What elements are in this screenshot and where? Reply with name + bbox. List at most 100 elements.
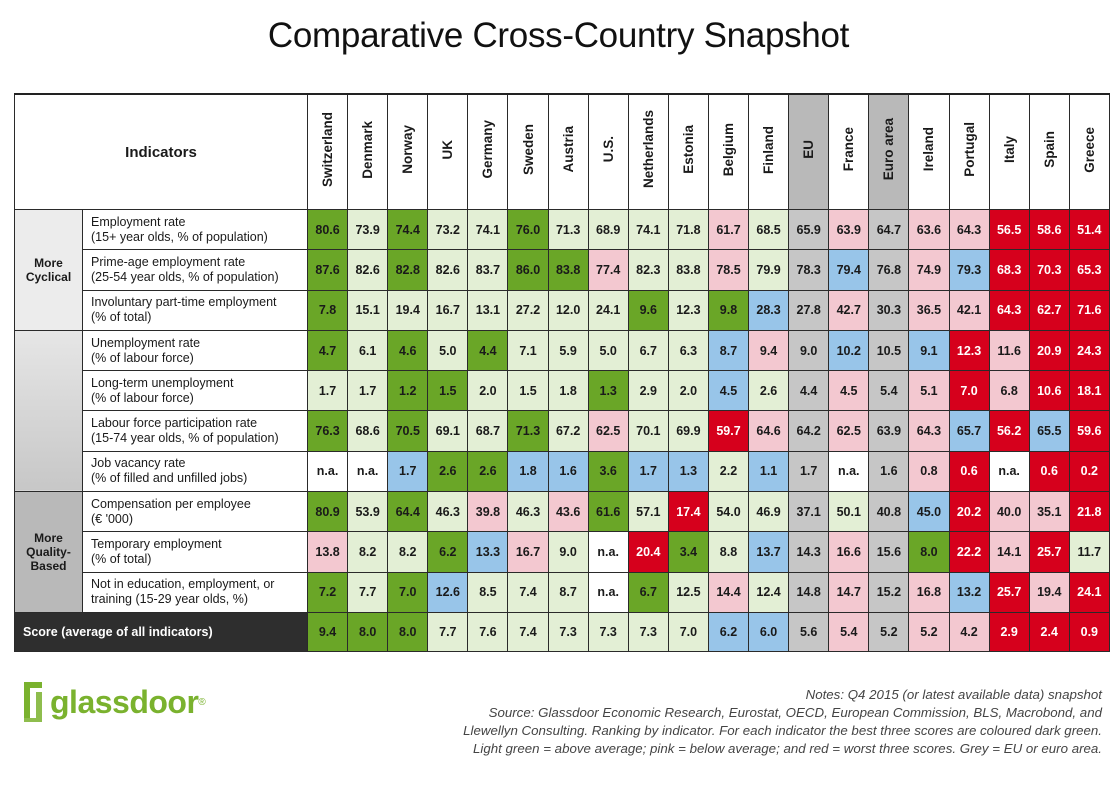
value-cell: 28.3 [748,289,790,331]
value-cell: 3.6 [587,450,629,493]
country-header: Switzerland [306,93,349,210]
value-cell: 9.6 [627,289,669,331]
country-label: Switzerland [320,111,336,187]
score-cell: 6.2 [707,611,750,652]
country-label: Ireland [921,127,937,172]
value-cell: 46.9 [748,491,790,533]
country-label: Estonia [680,125,696,174]
value-cell: 2.6 [748,370,790,412]
value-cell: 83.8 [547,249,589,291]
value-cell: 11.7 [1068,531,1110,573]
value-cell: 21.8 [1068,491,1110,533]
value-cell: 8.8 [707,531,750,573]
country-header: Netherlands [627,93,669,210]
value-cell: 12.3 [948,329,990,372]
value-cell: 1.5 [427,370,469,412]
value-cell: 20.2 [948,491,990,533]
indicator-row: Labour force participation rate (15-74 ye… [15,410,1110,452]
country-label: Norway [400,125,416,174]
indicator-row: More Quality-Based Compensation per emplo… [14,491,1110,613]
value-cell: 64.4 [387,491,429,533]
indicator-unit: (15+ year olds, % of population) [91,229,268,244]
indicator-unit: (% of labour force) [91,390,194,405]
source-line: Source: Glassdoor Economic Research, Eur… [488,705,1102,720]
notes-line: Notes: Q4 2015 (or latest available data… [805,687,1102,702]
value-cell: 27.8 [788,289,830,331]
country-label: Finland [761,125,777,174]
value-cell: 8.5 [467,571,509,613]
indicator-label: Prime-age employment rate (25-54 year old… [82,249,308,291]
value-cell: 50.1 [828,491,870,533]
value-cell: 16.7 [427,289,469,331]
value-cell: 12.5 [667,571,709,613]
value-cell: 74.4 [387,208,429,251]
value-cell: 0.6 [948,450,990,493]
value-cell: 9.4 [748,329,790,372]
value-cell: 82.6 [347,249,389,291]
indicator-label: Not in education, employment, or training… [82,571,308,613]
value-cell: 1.5 [507,370,549,412]
value-cell: 9.0 [788,329,830,372]
value-cell: 7.7 [347,571,389,613]
country-label: EU [801,140,817,159]
indicator-unit: (% of total) [91,310,152,325]
value-cell: 24.3 [1068,329,1110,372]
country-header: Euro area [868,93,910,210]
value-cell: 12.4 [748,571,790,613]
country-label: Portugal [961,122,977,177]
indicator-name: Temporary employment [91,537,222,552]
country-header: France [828,93,870,210]
indicator-unit: training (15-29 year olds, %) [91,592,249,607]
value-cell: 5.1 [908,370,950,412]
country-label: France [841,127,857,172]
value-cell: 1.8 [507,450,549,493]
value-cell: 1.7 [788,450,830,493]
value-cell: 24.1 [587,289,629,331]
value-cell: 70.5 [387,410,429,452]
score-cell: 7.4 [507,611,549,652]
value-cell: 64.3 [948,208,990,251]
country-label: Greece [1081,126,1097,173]
value-cell: 61.7 [707,208,750,251]
value-cell: 83.7 [467,249,509,291]
indicator-name: Job vacancy rate [91,456,186,471]
indicator-label: Compensation per employee (€ '000) [82,491,308,533]
value-cell: 68.9 [587,208,629,251]
legend-line: Light green = above average; pink = belo… [472,741,1102,756]
value-cell: 1.3 [587,370,629,412]
indicator-label: Unemployment rate (% of labour force) [82,329,308,372]
registered-mark: ® [198,696,206,708]
value-cell: 9.0 [547,531,589,573]
value-cell: 14.1 [988,531,1030,573]
value-cell: 39.8 [467,491,509,533]
value-cell: 11.6 [988,329,1030,372]
value-cell: 6.7 [627,329,669,372]
value-cell: 22.2 [948,531,990,573]
indicator-name: Not in education, employment, or [91,577,275,592]
score-cell: 7.3 [547,611,589,652]
value-cell: 12.3 [667,289,709,331]
value-cell: 4.5 [707,370,750,412]
country-label: Denmark [360,120,376,179]
value-cell: 25.7 [988,571,1030,613]
value-cell: 40.8 [868,491,910,533]
score-cell: 7.3 [627,611,669,652]
value-cell: 4.4 [788,370,830,412]
indicator-unit: (% of labour force) [91,350,194,365]
value-cell: 87.6 [306,249,349,291]
value-cell: 70.1 [627,410,669,452]
country-header: Austria [547,93,589,210]
value-cell: 79.3 [948,249,990,291]
value-cell: 1.6 [547,450,589,493]
score-cell: 5.6 [788,611,830,652]
value-cell: 2.2 [707,450,750,493]
value-cell: 2.6 [427,450,469,493]
value-cell: 42.7 [828,289,870,331]
country-header: Denmark [347,93,389,210]
value-cell: 13.7 [748,531,790,573]
value-cell: 68.7 [467,410,509,452]
value-cell: 82.6 [427,249,469,291]
country-label: Spain [1041,131,1057,168]
country-header: Portugal [948,93,990,210]
value-cell: 71.8 [667,208,709,251]
